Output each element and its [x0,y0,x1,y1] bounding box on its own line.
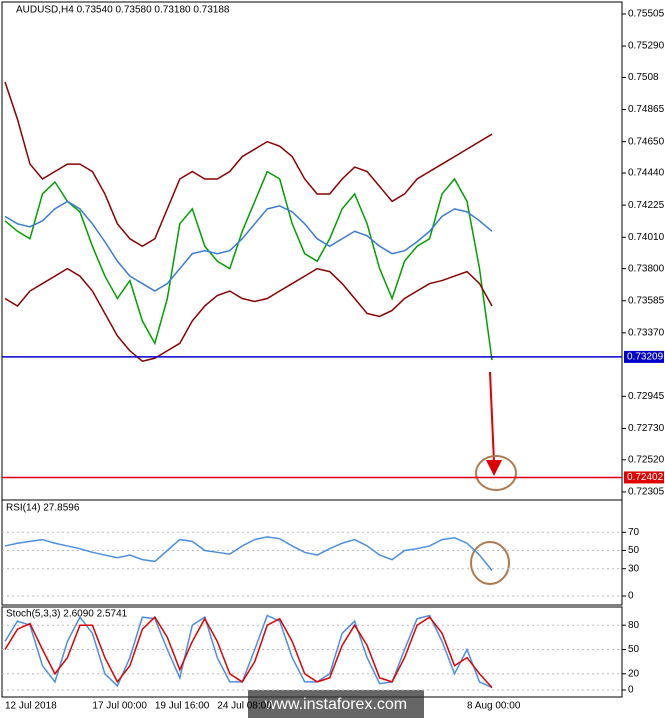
series-line [4,170,493,361]
series-line [4,267,493,363]
target-circle [475,455,517,491]
arrow [489,371,495,463]
rsi-panel [1,499,623,606]
y-tick-label: 0.75290 [628,41,665,52]
chart-title: AUDUSD,H4 0.73540 0.73580 0.73180 0.7318… [16,5,230,16]
y-tick-label: 0.74440 [628,168,665,179]
y-tick-label: 30 [628,563,640,574]
y-tick-label: 0.75505 [628,9,665,20]
x-tick-label: 17 Jul 00:00 [92,701,147,712]
level-label-box [624,471,664,484]
y-tick-label: 20 [628,668,640,679]
y-tick-label: 0.73585 [628,295,665,306]
rsi-title: RSI(14) 27.8596 [6,503,80,514]
y-tick-label: 0.74865 [628,104,665,115]
y-tick-label: 0.74650 [628,136,665,147]
x-tick-label: 24 Jul 08:00 [217,701,272,712]
y-tick-label: 0.73370 [628,327,665,338]
level-label-box [624,350,664,363]
x-tick-label: 8 Aug 00:00 [467,701,521,712]
y-tick-label: 0.73800 [628,263,665,274]
rsi-circle [470,541,510,585]
y-tick-label: 0.72945 [628,391,665,402]
y-tick-label: 0.72730 [628,423,665,434]
y-tick-label: 70 [628,527,640,538]
y-tick-label: 0.74225 [628,200,665,211]
level-label: 0.73209 [627,352,664,363]
y-tick-label: 0.72520 [628,454,665,465]
y-tick-label: 80 [628,620,640,631]
y-tick-label: 0.74010 [628,232,665,243]
y-tick-label: 0 [628,685,634,696]
watermark-box [248,690,424,718]
y-tick-label: 0.72305 [628,487,665,498]
series-line [4,615,493,689]
watermark: www.instaforex.com [264,696,407,713]
series-line [4,200,493,292]
series-line [4,81,493,248]
x-tick-label: 12 Jul 2018 [5,701,57,712]
y-tick-label: 50 [628,545,640,556]
stoch-title: Stoch(5,3,3) 2.6090 2.5741 [6,609,128,620]
x-tick-label: 19 Jul 16:00 [155,701,210,712]
y-tick-label: 0 [628,591,634,602]
arrow-head [486,460,502,476]
y-tick-label: 50 [628,644,640,655]
y-tick-label: 0.7508 [628,72,659,83]
level-label: 0.72402 [627,472,664,483]
series-line [4,536,493,571]
